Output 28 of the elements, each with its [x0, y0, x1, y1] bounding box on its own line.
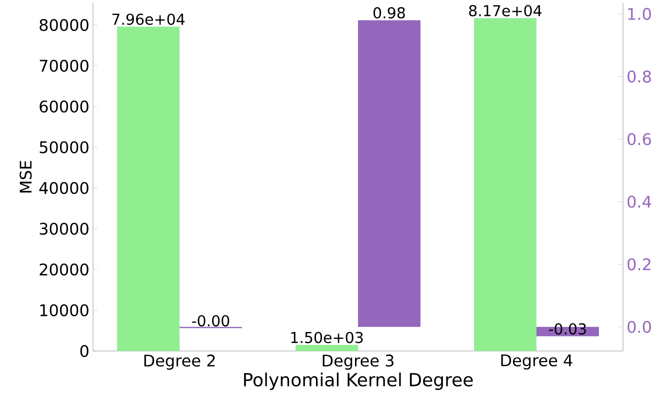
x-tick-label: Degree 3: [322, 354, 394, 370]
bar: [474, 18, 536, 351]
y-tick-label: 70000: [40, 60, 88, 72]
y-tick-label: 30000: [40, 222, 88, 235]
data-label: 8.17e+04: [469, 5, 542, 16]
x-tick-label: Degree 4: [501, 354, 572, 370]
y2-tick-label: 0.0: [628, 320, 651, 333]
y2-tick-label: 1.0: [628, 8, 651, 20]
bar: [117, 26, 180, 351]
y2-tick-label: 0.2: [628, 258, 650, 270]
y-tick-label: 60000: [40, 100, 88, 113]
y2-tick-label: 0.4: [628, 196, 652, 208]
data-label: 0.98: [374, 7, 405, 19]
y-axis-title: MSE: [20, 160, 32, 192]
y2-tick-label: 0.8: [628, 70, 651, 83]
data-label: 7.96e+04: [112, 14, 185, 25]
y-tick-label: 10000: [40, 304, 88, 316]
x-axis-title: Polynomial Kernel Degree: [244, 372, 473, 390]
data-label: 1.50e+03: [291, 332, 363, 344]
y-tick-label: 20000: [40, 263, 88, 276]
x-tick-label: Degree 2: [144, 354, 215, 370]
y2-tick-label: 0.6: [628, 133, 651, 146]
y-tick-label: 50000: [40, 141, 88, 154]
y-tick-label: 40000: [39, 182, 88, 194]
y-tick-label: 0: [80, 344, 88, 358]
bar: [296, 344, 358, 351]
y-tick-label: 80000: [40, 18, 88, 32]
data-label: -0.00: [192, 315, 230, 326]
